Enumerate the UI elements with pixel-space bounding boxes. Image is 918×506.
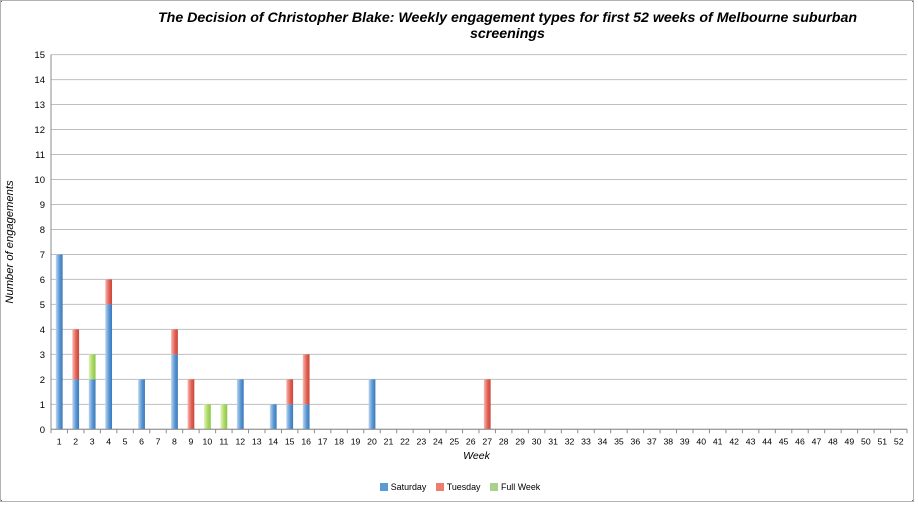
svg-text:41: 41 <box>713 436 723 446</box>
svg-text:6: 6 <box>139 436 144 446</box>
svg-text:9: 9 <box>40 200 45 211</box>
svg-text:42: 42 <box>729 436 739 446</box>
svg-text:10: 10 <box>203 436 213 446</box>
svg-text:17: 17 <box>318 436 328 446</box>
svg-text:36: 36 <box>631 436 641 446</box>
svg-text:23: 23 <box>417 436 427 446</box>
svg-text:14: 14 <box>268 436 278 446</box>
svg-text:1: 1 <box>57 436 62 446</box>
svg-text:49: 49 <box>845 436 855 446</box>
svg-text:22: 22 <box>400 436 410 446</box>
svg-text:19: 19 <box>351 436 361 446</box>
svg-text:1: 1 <box>40 400 45 411</box>
svg-text:40: 40 <box>696 436 706 446</box>
svg-text:3: 3 <box>90 436 95 446</box>
svg-text:26: 26 <box>466 436 476 446</box>
svg-text:15: 15 <box>285 436 295 446</box>
svg-text:47: 47 <box>812 436 822 446</box>
svg-text:30: 30 <box>532 436 542 446</box>
svg-text:18: 18 <box>334 436 344 446</box>
svg-text:8: 8 <box>40 225 45 236</box>
svg-text:15: 15 <box>34 50 45 61</box>
svg-text:24: 24 <box>433 436 443 446</box>
svg-text:14: 14 <box>34 75 45 86</box>
svg-text:16: 16 <box>301 436 311 446</box>
svg-text:2: 2 <box>73 436 78 446</box>
svg-text:8: 8 <box>172 436 177 446</box>
svg-text:21: 21 <box>384 436 394 446</box>
svg-text:0: 0 <box>40 425 45 436</box>
svg-text:38: 38 <box>663 436 673 446</box>
svg-text:13: 13 <box>34 100 45 111</box>
svg-text:5: 5 <box>40 300 45 311</box>
svg-text:4: 4 <box>40 325 45 336</box>
svg-text:12: 12 <box>34 125 45 136</box>
svg-text:28: 28 <box>499 436 509 446</box>
svg-text:52: 52 <box>894 436 904 446</box>
svg-text:12: 12 <box>235 436 245 446</box>
svg-text:10: 10 <box>34 175 45 186</box>
svg-text:3: 3 <box>40 350 45 361</box>
svg-text:27: 27 <box>482 436 492 446</box>
svg-text:2: 2 <box>40 375 45 386</box>
svg-text:5: 5 <box>123 436 128 446</box>
svg-text:32: 32 <box>565 436 575 446</box>
svg-text:48: 48 <box>828 436 838 446</box>
svg-text:11: 11 <box>219 436 228 446</box>
svg-text:20: 20 <box>367 436 377 446</box>
svg-text:9: 9 <box>188 436 193 446</box>
svg-text:25: 25 <box>449 436 459 446</box>
svg-text:7: 7 <box>156 436 161 446</box>
svg-text:33: 33 <box>581 436 591 446</box>
svg-text:4: 4 <box>106 436 111 446</box>
svg-text:37: 37 <box>647 436 657 446</box>
svg-text:34: 34 <box>598 436 608 446</box>
svg-text:31: 31 <box>548 436 558 446</box>
svg-text:51: 51 <box>877 436 887 446</box>
svg-text:45: 45 <box>779 436 789 446</box>
svg-text:43: 43 <box>746 436 756 446</box>
svg-text:35: 35 <box>614 436 624 446</box>
svg-text:6: 6 <box>40 275 45 286</box>
svg-text:29: 29 <box>515 436 525 446</box>
svg-text:11: 11 <box>35 150 45 161</box>
svg-text:39: 39 <box>680 436 690 446</box>
svg-text:50: 50 <box>861 436 871 446</box>
svg-text:7: 7 <box>40 250 45 261</box>
svg-text:46: 46 <box>795 436 805 446</box>
svg-text:44: 44 <box>762 436 772 446</box>
svg-text:13: 13 <box>252 436 262 446</box>
